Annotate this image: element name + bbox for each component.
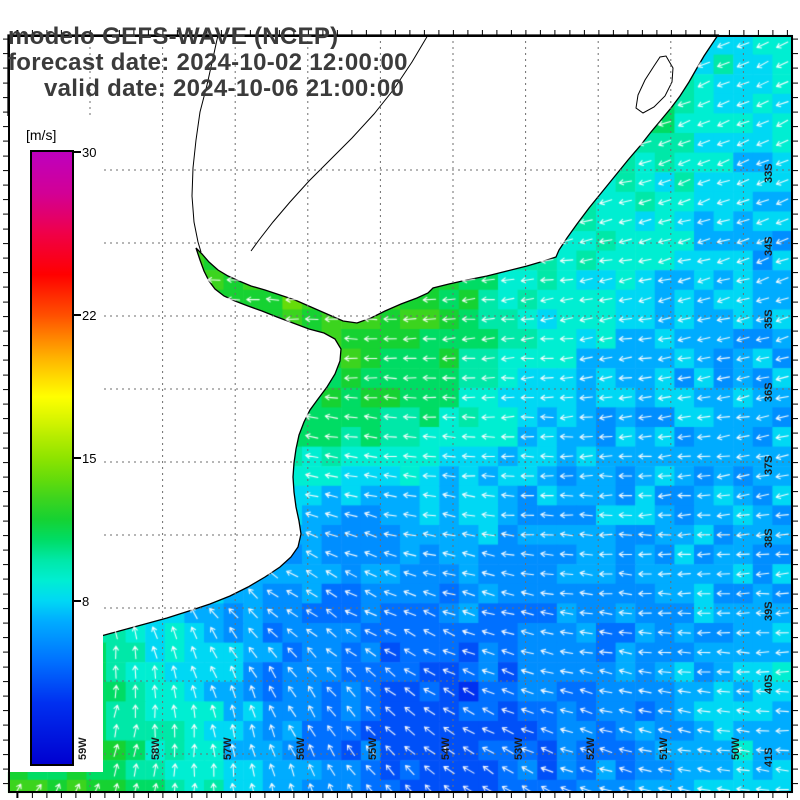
colorbar-tick xyxy=(74,314,81,317)
colorbar-tick xyxy=(74,457,81,459)
title-forecast-date-line: forecast date: 2024-10-02 12:00:00 xyxy=(8,49,408,76)
colorbar-tick xyxy=(74,151,81,153)
colorbar-value-label: 8 xyxy=(82,593,90,609)
title-valid-date-line: valid date: 2024-10-06 21:00:00 xyxy=(44,75,405,102)
left-axis-ticks xyxy=(3,35,8,793)
colorbar-value-label: 15 xyxy=(82,451,97,466)
bottom-axis-ticks xyxy=(8,793,793,798)
colorbar-gradient xyxy=(30,150,74,766)
colorbar-value-label: 30 xyxy=(82,145,97,160)
colorbar-unit-label: [m/s] xyxy=(26,127,57,143)
map-title: modelo GEFS-WAVE (NCEP) forecast date: 2… xyxy=(8,24,408,102)
right-axis-ticks xyxy=(793,35,798,793)
colorbar-value-label: 22 xyxy=(82,308,97,324)
top-axis-ticks xyxy=(8,30,793,35)
title-model-line: modelo GEFS-WAVE (NCEP) xyxy=(8,23,339,50)
map-frame xyxy=(8,35,793,793)
colorbar-tick xyxy=(74,599,81,602)
